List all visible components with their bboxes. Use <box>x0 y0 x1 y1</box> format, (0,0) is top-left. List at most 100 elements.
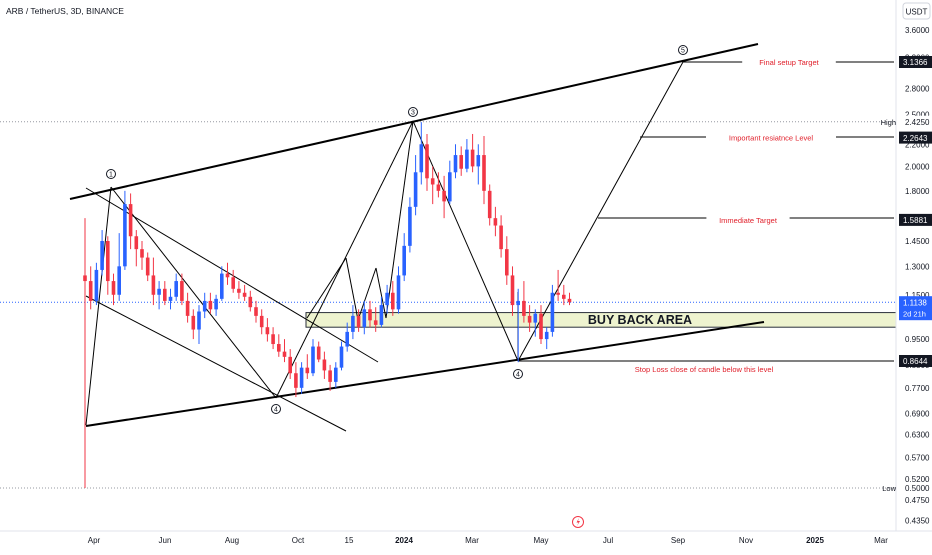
candle <box>180 273 184 306</box>
wave-circle <box>678 45 688 55</box>
candle-body <box>197 311 201 330</box>
chart-annotation[interactable]: Important resiatnce Level <box>729 134 814 143</box>
wave-label-3[interactable]: 3 <box>408 107 418 117</box>
currency-button-frame <box>902 2 931 20</box>
flag-upper-line[interactable] <box>85 187 379 363</box>
candle-body <box>265 327 270 335</box>
candle-body <box>191 315 196 330</box>
candle <box>328 364 332 391</box>
candle-body <box>362 309 367 328</box>
price-tag: 2.4250 High <box>881 115 932 128</box>
candle <box>100 230 104 276</box>
wave-line-d[interactable] <box>412 120 519 362</box>
annotation-backdrop <box>742 57 836 67</box>
candle-body <box>482 155 486 191</box>
candle-body <box>328 370 332 382</box>
candle-body <box>408 206 412 246</box>
minor-zigzag-4[interactable] <box>375 267 387 319</box>
candle <box>265 318 270 342</box>
candle-body <box>163 288 167 301</box>
price-tag: 1.1138 2d 21h <box>899 296 932 321</box>
currency-button[interactable]: USDT <box>902 2 931 20</box>
candle <box>305 354 310 379</box>
time-axis[interactable]: Apr Jun Aug Oct 15 2024 Mar May Jul Sep Nov 2025 Mar <box>88 536 888 545</box>
candle <box>111 273 116 306</box>
price-tag-text: 3.1366 <box>903 58 928 67</box>
candle <box>254 300 258 323</box>
minor-zigzag-1[interactable] <box>306 257 347 319</box>
price-tick-label: 0.7700 <box>905 384 930 393</box>
candle <box>259 309 264 335</box>
wave-label-4[interactable]: 4 <box>271 404 281 414</box>
candle <box>225 262 230 285</box>
candle-body <box>562 294 566 299</box>
wave-line-b[interactable] <box>110 186 277 399</box>
price-tick-label: 2.5000 <box>905 111 930 120</box>
candle-body <box>259 315 264 328</box>
candle-body <box>516 300 520 306</box>
minor-zigzag-5[interactable] <box>385 120 414 319</box>
channel-lower-trendline[interactable] <box>85 321 765 427</box>
wave-number: 5 <box>681 48 685 55</box>
candle <box>88 266 93 310</box>
wave-label-5[interactable]: 5 <box>678 45 688 55</box>
price-tick-label: 1.3000 <box>905 262 930 271</box>
candle-body <box>134 236 139 250</box>
price-tag-bg <box>899 115 932 128</box>
candle-body <box>505 249 509 276</box>
candle <box>208 292 213 314</box>
minor-zigzag-3[interactable] <box>357 267 377 321</box>
price-tick-label: 0.4350 <box>905 516 930 525</box>
candle <box>83 218 87 488</box>
candle <box>562 284 566 306</box>
candle-body <box>299 367 304 388</box>
price-tick-label: 0.5700 <box>905 454 930 463</box>
candle <box>402 233 406 282</box>
price-tick-label: 0.4750 <box>905 496 930 505</box>
candle-body <box>499 225 503 250</box>
chart-annotation[interactable]: Stop Loss close of candle below this lev… <box>635 365 774 374</box>
candle-body <box>448 172 452 202</box>
price-tick-label: 2.2000 <box>905 140 930 149</box>
candle-body <box>168 296 173 301</box>
wave-label-4[interactable]: 4 <box>513 369 523 379</box>
wave-label-1[interactable]: 1 <box>106 169 116 179</box>
candle <box>470 133 475 173</box>
candle <box>516 288 520 363</box>
candle <box>499 215 503 258</box>
wave-line-e[interactable] <box>517 61 684 362</box>
price-tick-label: 3.6000 <box>905 26 930 35</box>
candle-body <box>316 346 321 360</box>
flag-lower-line[interactable] <box>85 295 347 432</box>
candle-body <box>493 218 498 226</box>
wave-number: 4 <box>274 407 278 414</box>
chart-annotation[interactable]: Immediate Target <box>719 216 778 225</box>
candle-body <box>225 273 230 278</box>
zone-label: BUY BACK AREA <box>588 313 692 327</box>
chart-annotation[interactable]: Final setup Target <box>759 58 819 67</box>
candle-body <box>214 298 218 310</box>
price-tick-label: 1.4500 <box>905 237 930 246</box>
candle <box>413 155 418 216</box>
channel-upper-trendline[interactable] <box>69 43 759 200</box>
time-tick-label: Jul <box>603 536 613 545</box>
price-tick-label: 1.8000 <box>905 187 930 196</box>
candle-body <box>391 292 395 310</box>
time-tick-label: 2024 <box>395 536 413 545</box>
candle <box>248 290 253 312</box>
events-marker[interactable] <box>572 516 584 528</box>
minor-zigzag-2[interactable] <box>345 257 359 321</box>
price-tick-label: 0.5200 <box>905 475 930 484</box>
price-tag: 0.5000 Low <box>882 482 932 494</box>
price-side-label: High <box>881 118 896 127</box>
candle-body <box>459 155 463 169</box>
candle-body <box>111 281 116 295</box>
price-tag-bg <box>899 131 932 144</box>
candle <box>174 273 178 301</box>
wave-line-a[interactable] <box>85 186 112 426</box>
candle-body <box>311 346 315 374</box>
candle-body <box>220 273 224 299</box>
